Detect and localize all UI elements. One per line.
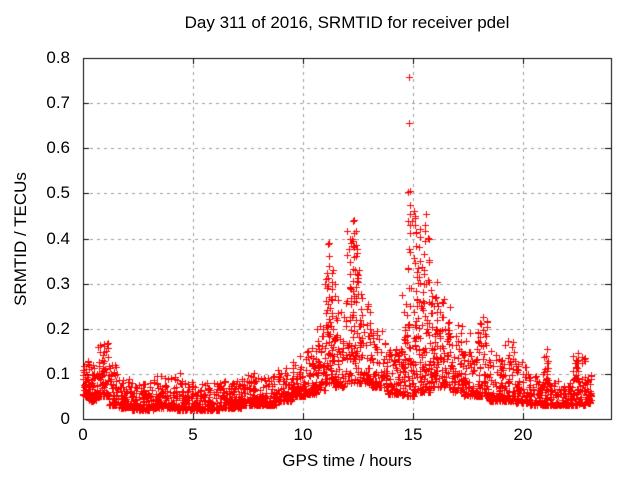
chart-title: Day 311 of 2016, SRMTID for receiver pde… (184, 13, 510, 32)
y-tick-label: 0.7 (46, 93, 70, 113)
y-tick-label: 0.5 (46, 183, 70, 203)
y-tick-label: 0.4 (46, 228, 70, 248)
x-tick-label: 20 (513, 425, 533, 444)
x-axis-title: GPS time / hours (282, 451, 412, 470)
y-tick-label: 0.2 (46, 318, 70, 338)
x-tick-label: 15 (403, 425, 423, 444)
y-tick-label: 0.1 (46, 363, 70, 383)
y-tick-label: 0.3 (46, 273, 70, 293)
y-tick-label: 0 (60, 409, 70, 428)
y-tick-label: 0.6 (46, 138, 70, 158)
y-tick-label: 0.8 (46, 48, 70, 67)
x-tick-label: 0 (78, 425, 88, 444)
x-tick-label: 5 (188, 425, 198, 444)
x-tick-label: 10 (293, 425, 313, 444)
